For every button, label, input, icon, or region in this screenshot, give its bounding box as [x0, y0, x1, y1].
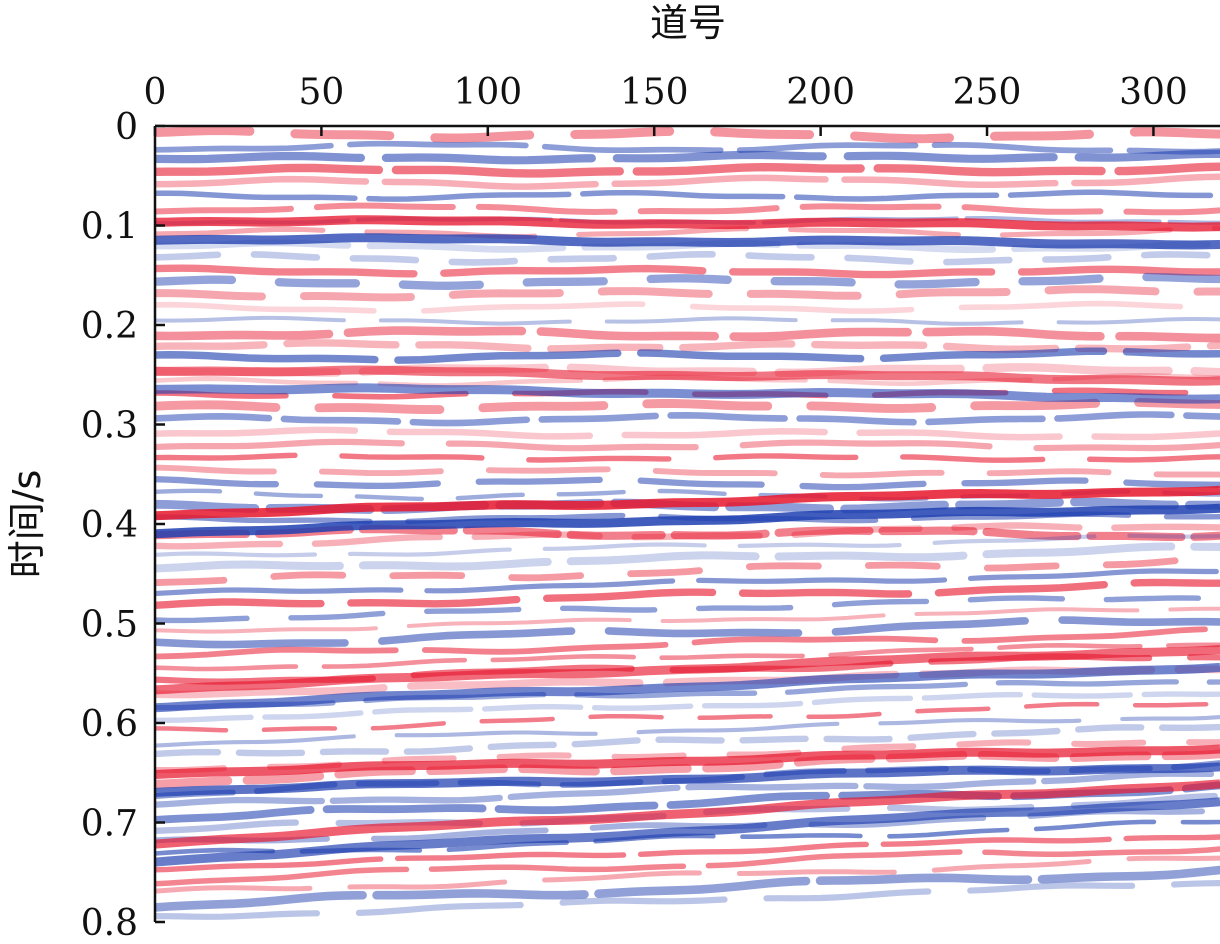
- reflection-event: [155, 387, 1220, 400]
- reflection-event: [155, 464, 1220, 479]
- reflection-event: [155, 715, 1220, 748]
- reflection-event: [155, 542, 1220, 573]
- y-tick-label: 0.8: [81, 903, 138, 944]
- reflection-event: [155, 149, 1220, 165]
- y-tick-label: 0.5: [81, 605, 138, 646]
- reflection-event: [155, 272, 1220, 290]
- dominant-event-blue: [155, 797, 1220, 867]
- reflection-event: [155, 595, 1220, 624]
- reflection-event: [155, 568, 1220, 597]
- y-axis-title: 时间/s: [5, 470, 49, 579]
- reflection-event: [155, 202, 1220, 216]
- reflection-event: [155, 701, 1220, 733]
- dominant-event-blue: [155, 383, 1220, 404]
- y-tick-label: 0.7: [81, 804, 138, 845]
- reflection-event: [155, 173, 1220, 190]
- x-tick-label: 150: [620, 72, 689, 113]
- reflection-event: [155, 347, 1220, 364]
- dominant-event-blue: [155, 762, 1220, 797]
- x-tick-label: 100: [453, 72, 522, 113]
- reflection-event: [155, 300, 1220, 315]
- dominant-event-red: [155, 779, 1220, 849]
- reflection-event: [155, 533, 1220, 558]
- reflection-event: [155, 225, 1220, 240]
- x-tick-label: 250: [953, 72, 1022, 113]
- reflection-event: [155, 426, 1220, 441]
- dominant-event-red: [155, 744, 1220, 779]
- x-axis-title: 道号: [650, 1, 726, 45]
- reflection-event: [155, 642, 1220, 672]
- reflection-event: [155, 315, 1220, 326]
- reflection-event: [155, 846, 1220, 887]
- reflection-event: [155, 606, 1220, 634]
- dominant-event-blue: [155, 662, 1220, 713]
- y-tick-label: 0.6: [81, 704, 138, 745]
- reflection-event: [155, 723, 1220, 758]
- reflection-event: [155, 855, 1220, 894]
- reflection-event: [155, 438, 1220, 452]
- reflection-event: [155, 126, 1220, 144]
- x-tick-label: 300: [1119, 72, 1188, 113]
- y-tick-label: 0: [115, 107, 138, 148]
- y-tick-label: 0.1: [81, 207, 138, 248]
- reflection-event: [155, 578, 1220, 609]
- reflection-event: [155, 522, 1220, 550]
- y-tick-label: 0.4: [81, 505, 138, 546]
- reflection-event: [155, 834, 1220, 873]
- reflection-event: [155, 162, 1220, 178]
- reflection-event: [155, 626, 1220, 660]
- reflection-event: [155, 411, 1220, 427]
- reflection-event: [155, 264, 1220, 279]
- x-tick-label: 0: [144, 72, 167, 113]
- dominant-event-red: [155, 215, 1220, 232]
- reflection-event: [155, 285, 1220, 302]
- dominant-event-red: [155, 485, 1220, 521]
- y-tick-label: 0.2: [81, 306, 138, 347]
- x-tick-label: 200: [786, 72, 855, 113]
- dominant-event-red: [155, 365, 1220, 386]
- reflection-event: [155, 488, 1220, 502]
- reflection-event: [155, 397, 1220, 415]
- reflection-event: [155, 770, 1220, 808]
- seismic-events: [155, 126, 1220, 920]
- reflection-event: [155, 189, 1220, 202]
- dominant-event-blue: [155, 233, 1220, 250]
- reflection-event: [155, 339, 1220, 353]
- x-ticks: 0 50 100 150 200 250 300: [144, 72, 1188, 136]
- reflection-event: [155, 476, 1220, 491]
- reflection-event: [155, 616, 1220, 649]
- dominant-event-red: [155, 645, 1220, 695]
- x-tick-label: 50: [299, 72, 345, 113]
- reflection-event: [155, 251, 1220, 266]
- reflection-event: [155, 691, 1220, 723]
- dominant-event-blue: [155, 503, 1220, 539]
- reflection-event: [155, 326, 1220, 343]
- y-ticks: 0 0.1 0.2 0.3 0.4 0.5 0.6 0.7 0.8: [81, 107, 165, 944]
- reflection-event: [155, 140, 1220, 155]
- y-tick-label: 0.3: [81, 406, 138, 447]
- reflection-event: [155, 554, 1220, 587]
- reflection-event: [155, 452, 1220, 463]
- reflection-event: [155, 865, 1220, 912]
- reflection-event: [155, 880, 1220, 920]
